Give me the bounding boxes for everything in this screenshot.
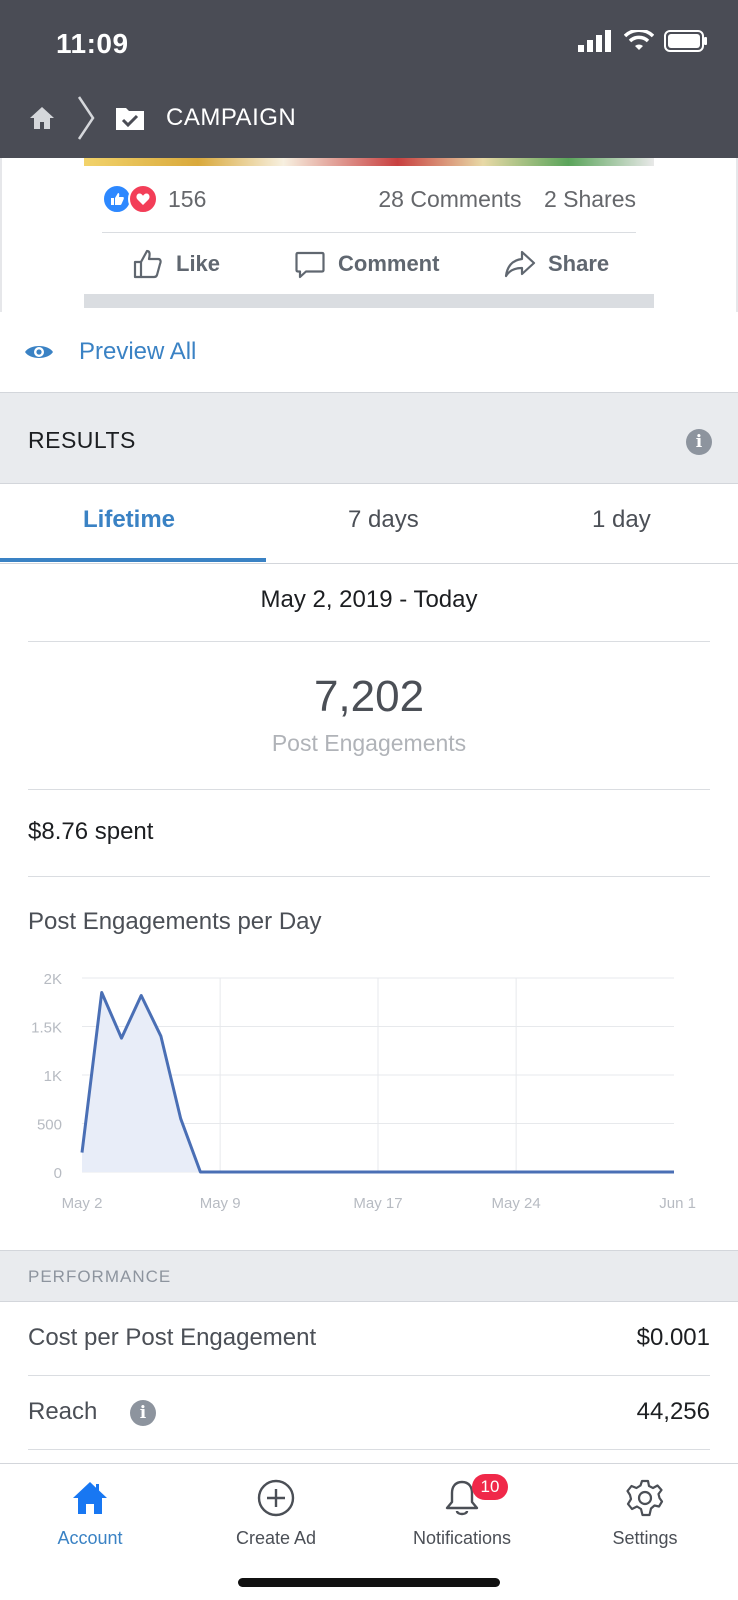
nav-notifications[interactable]: 10 Notifications (372, 1474, 552, 1549)
time-range-tabs: Lifetime 7 days 1 day (0, 484, 738, 564)
divider (102, 232, 636, 233)
tab-7-days[interactable]: 7 days (348, 506, 419, 533)
campaign-folder-icon[interactable] (114, 104, 146, 132)
reaction-count: 156 (168, 185, 207, 212)
bottom-tab-bar: Account Create Ad 10 Notifications Setti (0, 1463, 738, 1600)
status-bar: 11:09 (0, 0, 738, 82)
results-title: RESULTS (28, 427, 136, 453)
series-line (80, 991, 674, 1174)
y-tick-label: 500 (37, 1117, 62, 1134)
y-tick-label: 1.5K (31, 1020, 62, 1037)
like-label: Like (176, 251, 221, 276)
preview-all-row[interactable]: Preview All (0, 312, 738, 392)
comment-label: Comment (338, 251, 440, 276)
chart-title: Post Engagements per Day (28, 908, 322, 935)
engagements-chart: 0 500 1K 1.5K 2K May 2 May 9 May 17 May 24 Jun 1 (31, 971, 696, 1212)
divider (28, 789, 710, 790)
plus-circle-icon (257, 1479, 295, 1517)
info-icon[interactable]: i (686, 429, 712, 455)
home-icon[interactable] (28, 104, 56, 132)
x-tick-label: May 9 (200, 1195, 241, 1212)
x-tick-label: May 2 (62, 1195, 103, 1212)
divider (28, 1375, 710, 1376)
card-footer (84, 294, 654, 308)
area-fill (82, 992, 674, 1172)
gear-icon (626, 1479, 664, 1517)
bell-icon (445, 1480, 479, 1516)
share-label: Share (548, 251, 610, 276)
home-icon (73, 1482, 107, 1514)
nav-notifications-label: Notifications (412, 1528, 512, 1548)
cost-per-engagement-value: $0.001 (636, 1324, 710, 1351)
thumbs-up-icon (133, 249, 162, 279)
card-edge (0, 158, 2, 312)
wifi-icon (624, 30, 654, 50)
love-reaction-icon (128, 184, 158, 214)
notifications-badge: 10 (472, 1474, 508, 1500)
tab-1-day[interactable]: 1 day (592, 506, 651, 533)
breadcrumb: CAMPAIGN (0, 82, 738, 158)
x-tick-label: May 17 (353, 1195, 402, 1212)
post-stats: 28 Comments 2 Shares (378, 186, 636, 213)
divider (28, 641, 710, 642)
y-tick-label: 0 (54, 1165, 62, 1182)
home-indicator (238, 1578, 500, 1587)
x-tick-label: Jun 1 (659, 1195, 696, 1212)
total-engagements-label: Post Engagements (271, 730, 467, 756)
info-icon[interactable]: i (130, 1400, 156, 1426)
comments-count[interactable]: 28 Comments (378, 186, 522, 212)
status-icons (578, 30, 708, 52)
nav-account[interactable]: Account (0, 1474, 180, 1549)
performance-header: PERFORMANCE (0, 1250, 738, 1302)
post-preview: 156 28 Comments 2 Shares Like Comment Sh… (0, 158, 738, 312)
share-icon (504, 250, 536, 278)
like-button[interactable]: Like (132, 248, 220, 280)
x-tick-label: May 24 (492, 1195, 541, 1212)
eye-icon (25, 346, 53, 358)
date-range: May 2, 2019 - Today (260, 586, 478, 613)
performance-title: PERFORMANCE (28, 1267, 172, 1286)
comment-button[interactable]: Comment (294, 248, 439, 280)
chevron-right-icon (77, 96, 95, 140)
y-tick-label: 2K (44, 971, 62, 988)
nav-account-label: Account (57, 1528, 123, 1548)
signal-icon (578, 30, 611, 52)
amount-spent: $8.76 spent (28, 818, 154, 845)
nav-settings[interactable]: Settings (555, 1474, 735, 1549)
comment-icon (295, 251, 325, 279)
nav-create-ad-label: Create Ad (235, 1528, 317, 1548)
results-header: RESULTS i (0, 392, 738, 484)
nav-create-ad[interactable]: Create Ad (186, 1474, 366, 1549)
reach-value: 44,256 (636, 1398, 710, 1425)
active-tab-indicator (0, 558, 266, 562)
nav-settings-label: Settings (612, 1528, 678, 1548)
divider (28, 876, 710, 877)
tab-lifetime[interactable]: Lifetime (83, 506, 176, 533)
breadcrumb-campaign[interactable]: CAMPAIGN (166, 104, 297, 131)
shares-count[interactable]: 2 Shares (543, 186, 636, 212)
post-image (84, 158, 654, 166)
status-time: 11:09 (56, 28, 129, 59)
card-edge (736, 158, 738, 312)
battery-icon (664, 30, 707, 52)
preview-all-link[interactable]: Preview All (79, 338, 197, 365)
share-button[interactable]: Share (504, 248, 609, 280)
divider (28, 1449, 710, 1450)
reactions[interactable]: 156 (102, 184, 206, 214)
total-engagements: 7,202 (313, 672, 425, 721)
cost-per-engagement-label: Cost per Post Engagement (28, 1324, 317, 1351)
reach-label: Reach (28, 1398, 98, 1425)
y-tick-label: 1K (44, 1068, 62, 1085)
